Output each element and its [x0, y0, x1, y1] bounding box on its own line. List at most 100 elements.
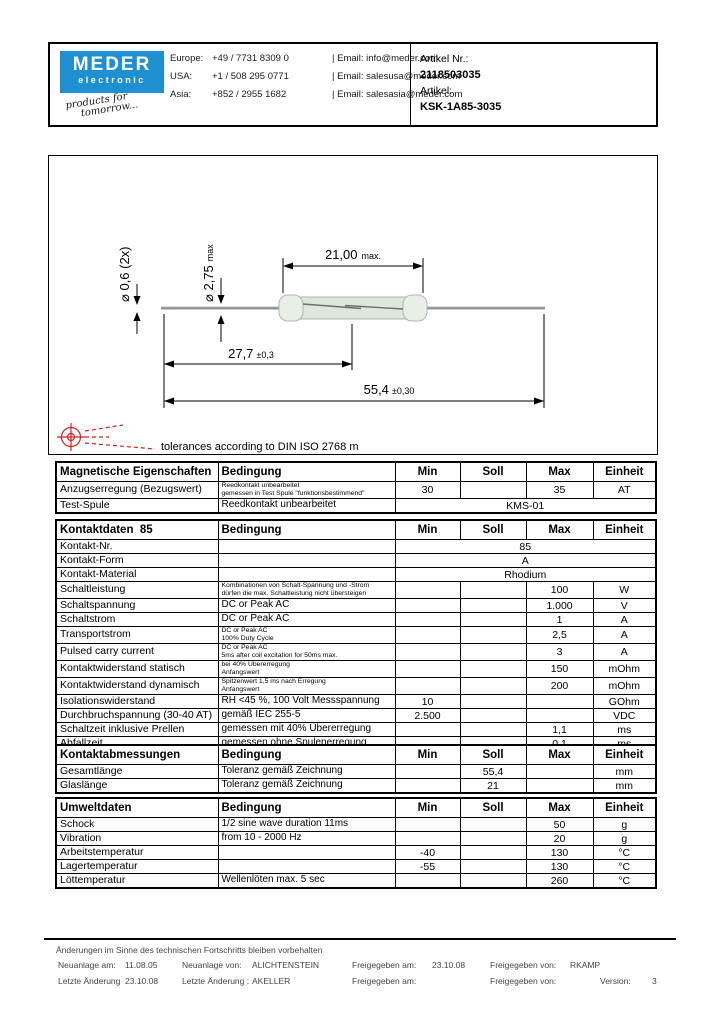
released-date-label: Freigegeben am:: [352, 960, 417, 970]
glass-cap-right: [402, 294, 428, 322]
table-title: Kontaktabmessungen: [55, 744, 219, 765]
value-max: 100: [525, 581, 594, 599]
modified-by: AKELLER: [252, 976, 291, 986]
reed-blade-left: [302, 303, 362, 310]
table-row: Pulsed carry current DC or Peak AC 5ms a…: [55, 643, 657, 661]
row-label: Durchbruchspannung (30-40 AT): [55, 708, 219, 723]
table-row: Lagertemperatur -55 130 °C: [55, 859, 657, 874]
region-label: Asia:: [170, 89, 192, 100]
header-box: MEDER electronic products for tomorrow..…: [48, 42, 658, 127]
value-span: A: [394, 553, 657, 568]
value-max: 150: [525, 660, 594, 678]
col-header-einheit: Einheit: [592, 519, 657, 540]
row-label: Isolationswiderstand: [55, 694, 219, 709]
value-max: 3: [525, 643, 594, 661]
value-min: [394, 643, 461, 661]
glass-cap-left: [278, 294, 304, 322]
value-soll: [459, 581, 527, 599]
released-date: 23.10.08: [432, 960, 466, 970]
dimension-total-length: [164, 314, 545, 408]
value-max: [525, 694, 594, 709]
col-header-max: Max: [525, 744, 594, 765]
value-soll: [459, 643, 527, 661]
reed-blade-right: [344, 304, 404, 310]
row-label: Schaltstrom: [55, 612, 219, 627]
value-min: [394, 677, 461, 695]
phone-number: +1 / 508 295 0771: [212, 71, 289, 82]
value-min: [394, 581, 461, 599]
released2-date-label: Freigegeben am:: [352, 976, 417, 986]
created-date: 11.08.05: [125, 960, 158, 970]
table-header-row: Umweltdaten Bedingung Min Soll Max Einhe…: [55, 797, 657, 818]
col-header-bedingung: Bedingung: [217, 797, 396, 818]
col-header-min: Min: [394, 519, 461, 540]
contact-dimensions-table: Kontaktabmessungen Bedingung Min Soll Ma…: [55, 744, 657, 794]
dimension-half-length: [163, 314, 353, 408]
row-label: Schaltzeit inklusive Prellen: [55, 722, 219, 737]
row-label: Test-Spule: [55, 498, 219, 514]
value-min: [394, 778, 461, 794]
value-soll: [459, 660, 527, 678]
lead-diameter-arrows: [133, 284, 141, 334]
email-address: | Email: salesasia@meder.com: [332, 89, 463, 100]
magnetic-properties-table: Magnetische Eigenschaften Bedingung Min …: [55, 461, 657, 514]
table-header-row: Magnetische Eigenschaften Bedingung Min …: [55, 461, 657, 482]
row-label: Pulsed carry current: [55, 643, 219, 661]
table-row: Kontakt-Nr. 85: [55, 539, 657, 554]
value-einheit: A: [592, 643, 657, 661]
value-soll: 55,4: [459, 764, 527, 779]
value-min: 30: [394, 481, 461, 499]
header-divider: [410, 44, 411, 125]
row-label: Transportstrom: [55, 626, 219, 644]
table-row: Test-Spule Reedkontakt unbearbeitet KMS-…: [55, 498, 657, 514]
col-header-min: Min: [394, 797, 461, 818]
row-label: Kontakt-Form: [55, 553, 219, 568]
released-by-label: Freigegeben von:: [490, 960, 557, 970]
glass-diameter-label: ⌀ 2,75max: [201, 244, 216, 302]
table-row: Kontaktwiderstand dynamisch Spitzenwert …: [55, 677, 657, 695]
article-info: Artikel Nr.: 2118503035 Artikel: KSK-1A8…: [420, 51, 501, 115]
value-soll: [459, 722, 527, 737]
value-min: [394, 817, 461, 832]
logo-subtext: electronic: [78, 75, 146, 85]
row-label: Lagertemperatur: [55, 859, 219, 874]
row-condition: DC or Peak AC 100% Duty Cycle: [217, 626, 396, 644]
col-header-max: Max: [525, 797, 594, 818]
half-length-label: 27,7 ±0,3: [228, 346, 274, 361]
phone-number: +49 / 7731 8309 0: [212, 53, 289, 64]
value-soll: [459, 677, 527, 695]
row-label: Löttemperatur: [55, 873, 219, 889]
table-row: Vibration from 10 - 2000 Hz 20 g: [55, 831, 657, 846]
dimension-glass-length: [282, 258, 424, 293]
value-einheit: mm: [592, 764, 657, 779]
table-row: Schock 1/2 sine wave duration 11ms 50 g: [55, 817, 657, 832]
value-min: -55: [394, 859, 461, 874]
row-condition: [217, 567, 396, 582]
row-condition: [217, 859, 396, 874]
table-header-row: Kontaktdaten 85 Bedingung Min Soll Max E…: [55, 519, 657, 540]
value-min: [394, 764, 461, 779]
modified-by-label: Letzte Änderung :: [182, 976, 250, 986]
meder-logo: MEDER electronic: [60, 51, 164, 93]
lead-diameter-label: ⌀ 0,6 (2x): [117, 246, 132, 302]
version-label: Version:: [600, 976, 631, 986]
released2-by-label: Freigegeben von:: [490, 976, 557, 986]
region-label: Europe:: [170, 53, 204, 64]
environmental-data-table: Umweltdaten Bedingung Min Soll Max Einhe…: [55, 797, 657, 889]
region-label: USA:: [170, 71, 193, 82]
value-max: 200: [525, 677, 594, 695]
row-label: Kontaktwiderstand dynamisch: [55, 677, 219, 695]
col-header-max: Max: [525, 519, 594, 540]
value-min: -40: [394, 845, 461, 860]
value-min: 10: [394, 694, 461, 709]
article-no-label: Artikel Nr.:: [420, 53, 469, 65]
row-label: Gesamtlänge: [55, 764, 219, 779]
table-row: Schaltspannung DC or Peak AC 1.000 V: [55, 598, 657, 613]
row-condition: Kombinationen von Schalt-Spannung und -S…: [217, 581, 396, 599]
value-max: 130: [525, 845, 594, 860]
col-header-min: Min: [394, 744, 461, 765]
row-condition: Reedkontakt unbearbeitet gemessen in Tes…: [217, 481, 396, 499]
col-header-soll: Soll: [459, 797, 527, 818]
row-condition: gemäß IEC 255-5: [217, 708, 396, 723]
row-condition: RH <45 %, 100 Volt Messspannung: [217, 694, 396, 709]
